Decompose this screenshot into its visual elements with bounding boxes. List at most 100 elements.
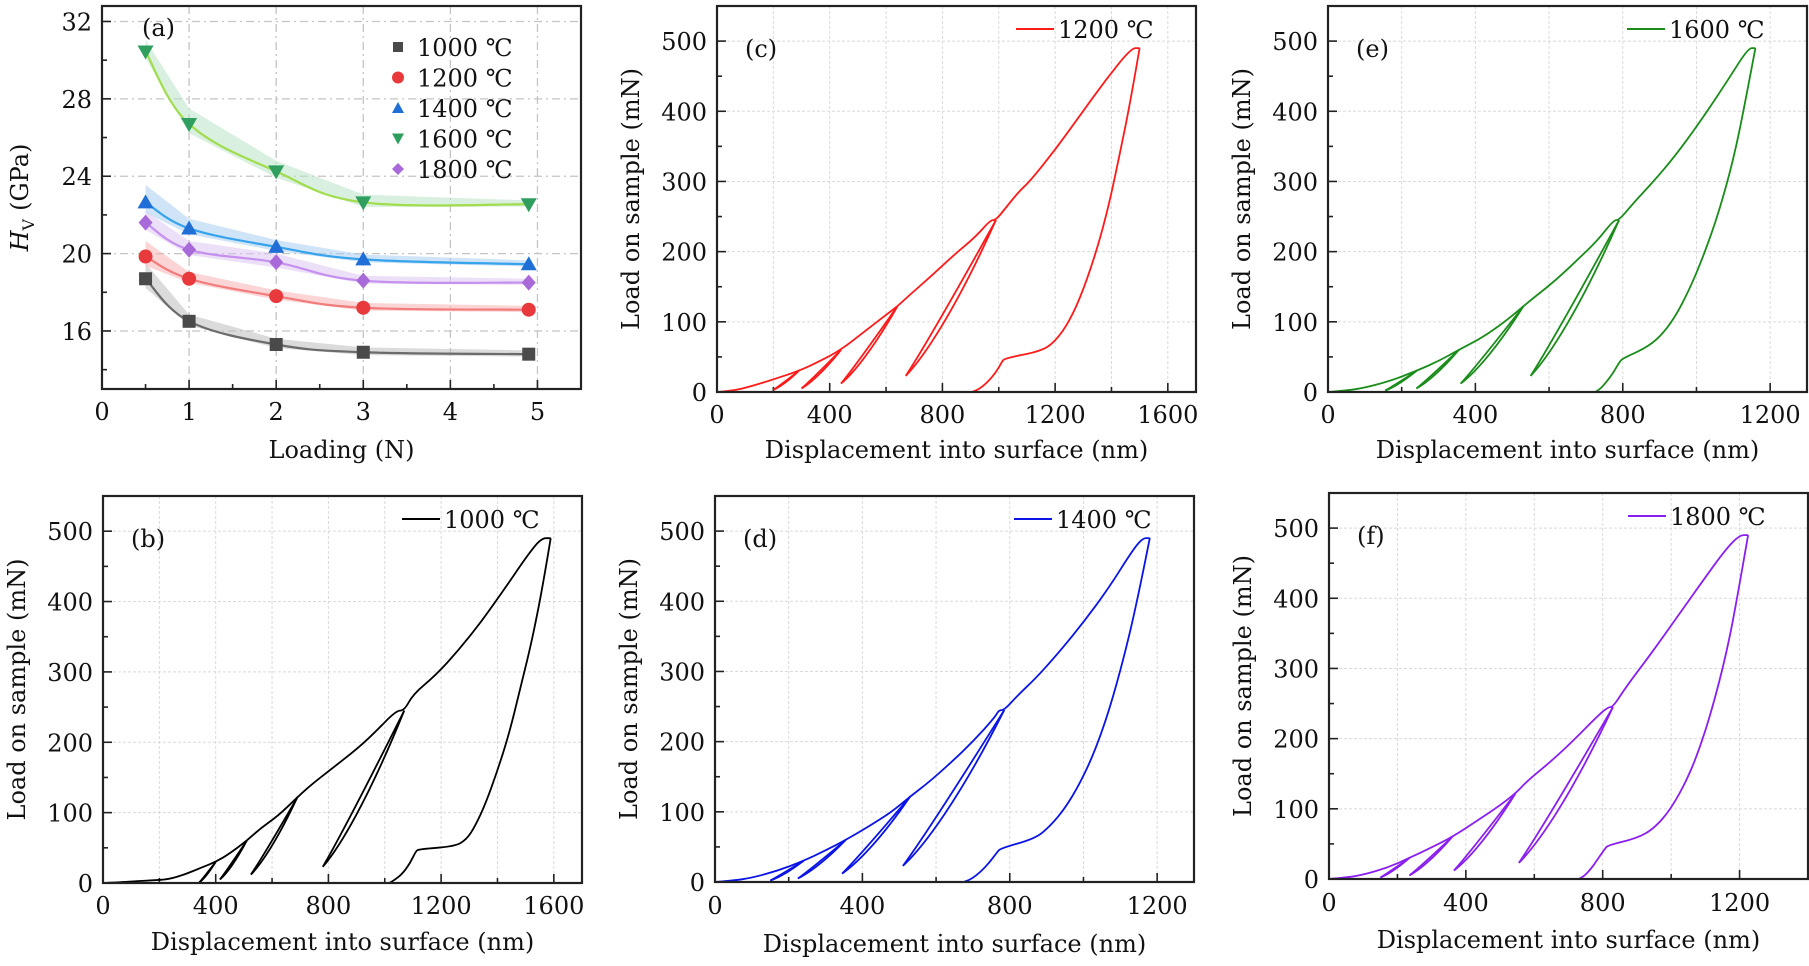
reload-curve-2: [219, 840, 248, 881]
unload-curve-3: [841, 795, 912, 875]
y-tick-label: 500: [661, 28, 707, 56]
plot-frame: [100, 4, 583, 391]
x-tick-label: 0: [94, 398, 109, 426]
plot-area: [717, 47, 1141, 392]
y-tick-label: 500: [47, 518, 93, 546]
plot-frame: [101, 494, 584, 885]
plot-area: [715, 537, 1151, 882]
final-unload-curve: [971, 47, 1141, 392]
reload-curve-1: [1384, 370, 1417, 392]
x-tick-label: 1600: [523, 892, 584, 920]
y-tick-label: 500: [1273, 515, 1319, 543]
unload-curve-4: [1518, 706, 1614, 864]
plot-frame: [713, 494, 1196, 884]
loading-curve: [1329, 534, 1749, 879]
data-point-diamond: [356, 272, 371, 289]
panel-tag: (e): [1356, 35, 1389, 63]
y-axis-title: HV (GPa): [6, 144, 38, 253]
data-point-triangle-down: [520, 198, 537, 213]
data-point-triangle-up: [181, 220, 198, 235]
y-tick-label: 28: [61, 86, 92, 114]
reload-curve-2: [797, 839, 847, 880]
series-0: [1329, 534, 1749, 879]
legend-marker-square: [393, 42, 403, 52]
series-4: [138, 211, 536, 291]
x-axis-title: Displacement into surface (nm): [151, 928, 534, 956]
series-1: [138, 241, 536, 317]
x-tick-label: 1600: [1137, 401, 1198, 429]
series-0: [1328, 47, 1757, 392]
y-tick-label: 200: [1273, 726, 1319, 754]
data-point-diamond: [138, 214, 153, 231]
legend-label: 1000 ℃: [417, 34, 513, 62]
plot-area: [137, 39, 537, 361]
gridlines: [1328, 6, 1807, 392]
x-axis-title: Displacement into surface (nm): [763, 930, 1146, 958]
confidence-band: [145, 211, 529, 285]
x-tick-label: 800: [920, 401, 966, 429]
legend: 1000 ℃: [402, 506, 540, 534]
data-point-triangle-down: [355, 196, 372, 211]
y-tick-label: 0: [78, 870, 93, 898]
y-tick-label: 100: [659, 799, 705, 827]
reload-curve-4: [321, 710, 406, 868]
plot-frame: [1327, 491, 1809, 881]
legend-label: 1200 ℃: [1058, 16, 1154, 44]
x-tick-label: 0: [95, 892, 110, 920]
loading-curve: [715, 537, 1150, 882]
data-point-triangle-down: [268, 165, 285, 180]
fit-curve: [145, 255, 529, 311]
x-tick-label: 800: [306, 892, 352, 920]
series-0: [139, 263, 536, 361]
unload-curve-4: [905, 219, 997, 377]
final-unload-curve: [1594, 47, 1757, 392]
y-tick-label: 32: [61, 8, 92, 36]
y-tick-label: 300: [1273, 655, 1319, 683]
gridlines: [1329, 493, 1808, 879]
gridlines: [103, 496, 582, 883]
panel-d: 0 400 800 1200 0 100 200 300 400 500 Displacement …: [615, 494, 1196, 958]
plot-frame: [715, 4, 1198, 394]
y-tick-label: 200: [659, 729, 705, 757]
data-point-diamond: [521, 274, 536, 291]
plot-frame: [1326, 4, 1809, 394]
x-tick-label: 400: [839, 892, 885, 920]
panel-tag: (d): [743, 525, 777, 553]
y-axis-title: Load on sample (mN): [615, 558, 643, 820]
axis-ticks: [1328, 492, 1809, 880]
y-tick-label: 500: [1272, 28, 1318, 56]
final-unload-curve: [388, 538, 552, 883]
reload-curve-3: [841, 795, 911, 875]
plot-area: [1329, 534, 1749, 879]
x-tick-label: 800: [987, 892, 1033, 920]
y-axis-subscript: V: [19, 218, 38, 231]
data-point-triangle-up: [520, 256, 537, 271]
final-unload-curve: [1578, 534, 1749, 879]
legend-label: 1800 ℃: [417, 156, 513, 184]
legend-label: 1200 ℃: [417, 65, 513, 93]
series-0: [715, 537, 1151, 882]
x-tick-label: 400: [1452, 401, 1498, 429]
x-tick-label: 400: [807, 401, 853, 429]
y-tick-label: 500: [659, 518, 705, 546]
data-point-circle: [269, 289, 284, 304]
legend-label: 1600 ℃: [1669, 16, 1765, 44]
series-0: [103, 537, 552, 883]
series-2: [137, 184, 537, 271]
x-tick-label: 1200: [1740, 401, 1801, 429]
x-tick-label: 3: [356, 398, 371, 426]
reload-curve-2: [800, 349, 842, 390]
y-axis-unit: (GPa): [6, 144, 34, 211]
data-point-circle: [182, 271, 197, 286]
x-tick-label: 2: [269, 398, 284, 426]
legend-marker-triangle-down: [392, 133, 404, 145]
legend: 1600 ℃: [1627, 16, 1765, 44]
legend-label: 1400 ℃: [1056, 506, 1152, 534]
series-0: [717, 47, 1141, 392]
reload-curve-4: [905, 219, 997, 377]
x-tick-label: 0: [1321, 889, 1336, 917]
legend-marker-triangle-up: [392, 102, 404, 113]
x-tick-label: 5: [530, 398, 545, 426]
y-tick-label: 100: [1272, 309, 1318, 337]
